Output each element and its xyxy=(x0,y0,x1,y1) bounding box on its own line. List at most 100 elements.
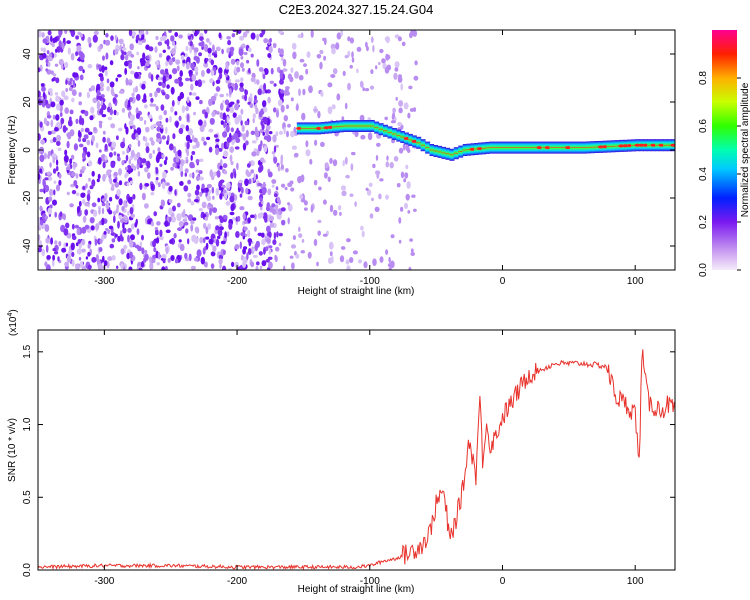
noise-speckle xyxy=(115,207,119,214)
noise-speckle xyxy=(45,58,49,64)
noise-speckle xyxy=(103,66,108,71)
noise-speckle xyxy=(246,163,251,168)
noise-speckle xyxy=(152,149,156,155)
noise-speckle xyxy=(351,51,354,59)
noise-speckle xyxy=(229,46,235,52)
noise-speckle xyxy=(164,68,169,73)
noise-speckle xyxy=(340,185,347,191)
noise-speckle xyxy=(105,227,109,232)
noise-speckle xyxy=(81,166,86,171)
noise-speckle xyxy=(82,198,86,205)
noise-speckle xyxy=(172,162,176,168)
noise-speckle xyxy=(275,211,280,215)
noise-speckle xyxy=(42,210,46,215)
noise-speckle xyxy=(124,67,128,75)
noise-speckle xyxy=(101,114,107,118)
noise-speckle xyxy=(144,249,148,255)
noise-speckle xyxy=(78,200,82,207)
noise-speckle xyxy=(58,240,62,247)
noise-speckle xyxy=(124,100,128,108)
noise-speckle xyxy=(238,48,244,56)
noise-speckle xyxy=(185,45,189,52)
noise-speckle xyxy=(220,102,224,111)
noise-speckle xyxy=(290,97,294,102)
noise-speckle xyxy=(385,249,389,256)
noise-speckle xyxy=(102,130,106,135)
spectrogram-x-axis: -300 -200 -100 0 100 xyxy=(94,30,644,287)
noise-speckle xyxy=(398,239,402,244)
noise-speckle xyxy=(120,54,125,61)
noise-speckle xyxy=(134,71,139,79)
noise-speckle xyxy=(132,87,136,94)
noise-speckle xyxy=(105,33,109,38)
noise-speckle xyxy=(263,145,268,153)
noise-speckle xyxy=(139,116,144,122)
noise-speckle xyxy=(180,158,184,167)
noise-speckle xyxy=(186,141,190,150)
noise-speckle xyxy=(71,259,75,267)
noise-speckle xyxy=(47,30,52,36)
noise-speckle xyxy=(335,42,340,50)
noise-speckle xyxy=(240,232,246,237)
noise-speckle xyxy=(176,202,181,208)
noise-speckle xyxy=(323,172,328,179)
noise-speckle xyxy=(242,31,248,38)
noise-speckle xyxy=(64,30,68,35)
noise-speckle xyxy=(41,248,45,257)
noise-speckle xyxy=(201,183,205,190)
noise-speckle xyxy=(342,160,345,167)
noise-speckle xyxy=(180,170,184,178)
noise-speckle xyxy=(231,217,237,221)
noise-speckle xyxy=(166,140,169,145)
noise-speckle xyxy=(70,242,75,251)
noise-speckle xyxy=(99,81,104,89)
noise-speckle xyxy=(163,110,167,116)
noise-speckle xyxy=(211,44,215,53)
noise-speckle xyxy=(47,176,53,181)
noise-speckle xyxy=(236,60,240,66)
snr-x-tick-label: -200 xyxy=(227,576,247,587)
signal-track-segment xyxy=(369,120,375,132)
noise-speckle xyxy=(103,231,107,235)
noise-speckle xyxy=(188,173,193,178)
noise-speckle xyxy=(389,161,394,169)
noise-speckle xyxy=(342,70,346,77)
noise-speckle xyxy=(239,87,245,92)
noise-speckle xyxy=(255,265,259,270)
noise-speckle xyxy=(161,266,166,270)
noise-speckle xyxy=(136,127,142,135)
noise-speckle xyxy=(149,256,152,264)
noise-speckle xyxy=(273,107,277,113)
noise-speckle xyxy=(190,224,194,232)
noise-speckle xyxy=(413,75,419,81)
noise-speckle xyxy=(341,190,347,197)
noise-speckle xyxy=(129,114,135,122)
noise-speckle xyxy=(71,97,75,103)
colorbar-tick-label: 0.8 xyxy=(698,71,709,85)
signal-track-segment xyxy=(387,126,393,139)
noise-speckle xyxy=(199,124,205,133)
noise-speckle xyxy=(145,44,150,50)
noise-speckle xyxy=(39,188,44,193)
noise-speckle xyxy=(39,205,43,212)
noise-speckle xyxy=(244,120,249,126)
signal-track-segment xyxy=(497,141,502,154)
noise-speckle xyxy=(369,85,375,90)
noise-speckle xyxy=(46,50,50,55)
noise-speckle xyxy=(129,251,133,259)
noise-speckle xyxy=(129,43,134,51)
noise-speckle xyxy=(365,41,368,48)
noise-speckle xyxy=(244,178,249,187)
noise-speckle xyxy=(331,104,336,110)
noise-speckle xyxy=(295,105,299,111)
noise-speckle xyxy=(248,47,252,53)
noise-speckle xyxy=(259,212,264,218)
noise-speckle xyxy=(375,154,379,161)
noise-speckle xyxy=(164,40,169,45)
noise-speckle xyxy=(116,111,119,116)
noise-speckle xyxy=(195,159,200,164)
noise-speckle xyxy=(56,134,62,142)
noise-speckle xyxy=(409,108,415,112)
noise-speckle xyxy=(82,215,87,223)
noise-speckle xyxy=(229,195,235,203)
